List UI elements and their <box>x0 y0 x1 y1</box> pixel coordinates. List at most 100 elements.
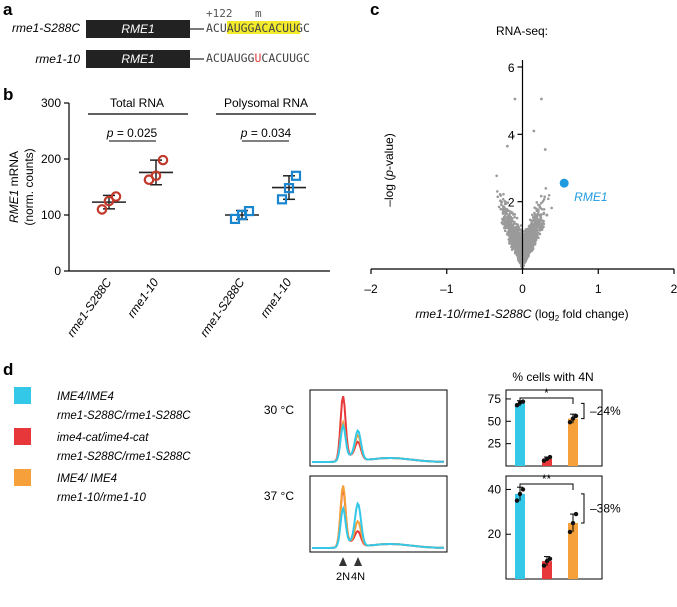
construct1-position: +122 <box>206 7 233 20</box>
d-bar-point <box>567 529 573 535</box>
c-rme1-label: RME1 <box>574 190 607 204</box>
d-bar-point <box>520 487 526 492</box>
c-volcano-point <box>536 220 540 224</box>
c-volcano-point <box>527 242 531 246</box>
c-volcano-point <box>530 233 534 237</box>
c-volcano-point <box>515 225 519 229</box>
b-data-point <box>276 194 288 205</box>
construct1-highlight <box>227 21 300 34</box>
construct2-strain: rme1-10 <box>35 52 80 66</box>
c-volcano-point <box>540 97 543 101</box>
c-volcano-point <box>524 237 528 240</box>
c-volcano-point <box>531 245 534 249</box>
c-volcano-point <box>527 224 531 228</box>
c-volcano-point <box>533 243 537 246</box>
d-4n-arrow-icon <box>354 557 362 566</box>
c-ytick-label: 4 <box>508 128 515 142</box>
c-volcano-point <box>533 221 537 225</box>
d-legend: IME4/IME4 rme1-S288C/rme1-S288C ime4-cat/i… <box>14 387 191 504</box>
c-volcano-point <box>545 213 549 217</box>
c-volcano-point <box>500 203 503 206</box>
b-pvalue-label: p = 0.025 <box>106 126 158 140</box>
c-xtick-label: –1 <box>440 282 454 296</box>
d-bar-ytick-label: 75 <box>488 392 502 406</box>
c-volcano-point <box>538 228 541 232</box>
c-volcano-point <box>515 216 519 220</box>
d-change-bracket <box>581 493 585 524</box>
c-volcano-point <box>503 219 507 223</box>
b-pvalue-symbol: p <box>240 126 248 140</box>
c-volcano-point <box>504 213 507 217</box>
c-volcano-point <box>538 214 542 217</box>
c-volcano-point <box>546 197 550 201</box>
c-volcano-point <box>503 215 507 219</box>
c-volcano-point <box>508 212 512 215</box>
c-volcano-point <box>540 225 543 229</box>
c-volcano-point <box>542 197 546 201</box>
c-volcano-point <box>527 251 531 254</box>
b-xtick-label: rme1-S288C <box>197 275 248 339</box>
d-legend-line2: rme1-10/rme1-10 <box>57 492 146 504</box>
c-volcano-point <box>505 144 509 148</box>
c-volcano-point <box>535 216 538 219</box>
c-volcano-point <box>531 243 535 246</box>
d-sig-bracket <box>519 483 574 490</box>
d-bar-point <box>514 498 520 503</box>
d-bar-point <box>517 491 523 497</box>
c-volcano-point <box>505 221 508 224</box>
b-data-point <box>283 183 295 194</box>
construct1-gene-box <box>86 20 190 38</box>
panel-c: RNA-seq: –log (p-value) rme1-10/rme1-S28… <box>364 24 677 323</box>
c-volcano-point <box>512 228 515 232</box>
d-facs-curve-30 <box>312 395 444 463</box>
c-ylabel: –log (p-value) <box>382 133 396 206</box>
c-volcano-point <box>547 193 551 197</box>
d-2n-arrow-icon <box>339 557 347 566</box>
d-sig-bracket <box>519 397 574 404</box>
d-xtick-4n: 4N <box>351 571 365 583</box>
d-bars-title: % cells with 4N <box>512 370 593 384</box>
c-volcano-point <box>499 207 503 211</box>
b-xtick-label: rme1-S288C <box>64 275 115 339</box>
d-facs-curves <box>312 395 444 549</box>
c-xlabel: rme1-10/rme1-S288C (log2 fold change) <box>415 307 628 323</box>
c-volcano-point <box>503 199 507 203</box>
b-data-point <box>110 191 122 202</box>
c-ytick-label: 6 <box>508 61 515 75</box>
d-bar-point <box>570 520 576 526</box>
c-volcano-point <box>515 248 518 252</box>
c-volcano-point <box>497 205 501 209</box>
c-volcano-point <box>544 187 548 190</box>
c-volcano-point <box>503 202 507 206</box>
b-xtick-label: rme1-10 <box>257 275 294 320</box>
construct2-seq-pre: ACUAUGG <box>206 51 255 65</box>
c-volcano-point <box>537 210 540 213</box>
c-volcano-point <box>538 219 541 223</box>
d-legend-line2: rme1-S288C/rme1-S288C <box>57 410 191 422</box>
b-ylabel: RME1 mRNA <box>7 151 21 223</box>
c-volcano-point <box>503 229 507 233</box>
d-change-label: –38% <box>590 501 621 515</box>
c-volcano-point <box>513 239 517 242</box>
construct2-gene-box <box>86 50 190 68</box>
panel-letter-d: d <box>3 360 14 379</box>
c-volcano-point <box>517 249 521 253</box>
d-legend-line1: ime4-cat/ime4-cat <box>57 432 149 444</box>
d-bars-frame-30 <box>505 389 603 467</box>
construct1-gene-label: RME1 <box>121 22 154 36</box>
c-volcano-point <box>542 212 545 216</box>
d-sig-label: * <box>544 386 549 400</box>
d-sig-label: ** <box>542 472 552 486</box>
d-bar <box>568 418 578 466</box>
c-volcano-point <box>513 215 516 219</box>
d-bar <box>542 458 552 466</box>
b-data-point <box>157 154 169 166</box>
c-volcano-point <box>524 247 528 251</box>
c-volcano-point <box>509 233 513 237</box>
c-volcano-point <box>514 243 518 246</box>
c-volcano-point <box>539 194 543 198</box>
c-volcano-point <box>525 230 528 233</box>
construct1-seq-hl: AUGGACACU <box>227 21 289 35</box>
c-volcano-point <box>507 226 511 230</box>
